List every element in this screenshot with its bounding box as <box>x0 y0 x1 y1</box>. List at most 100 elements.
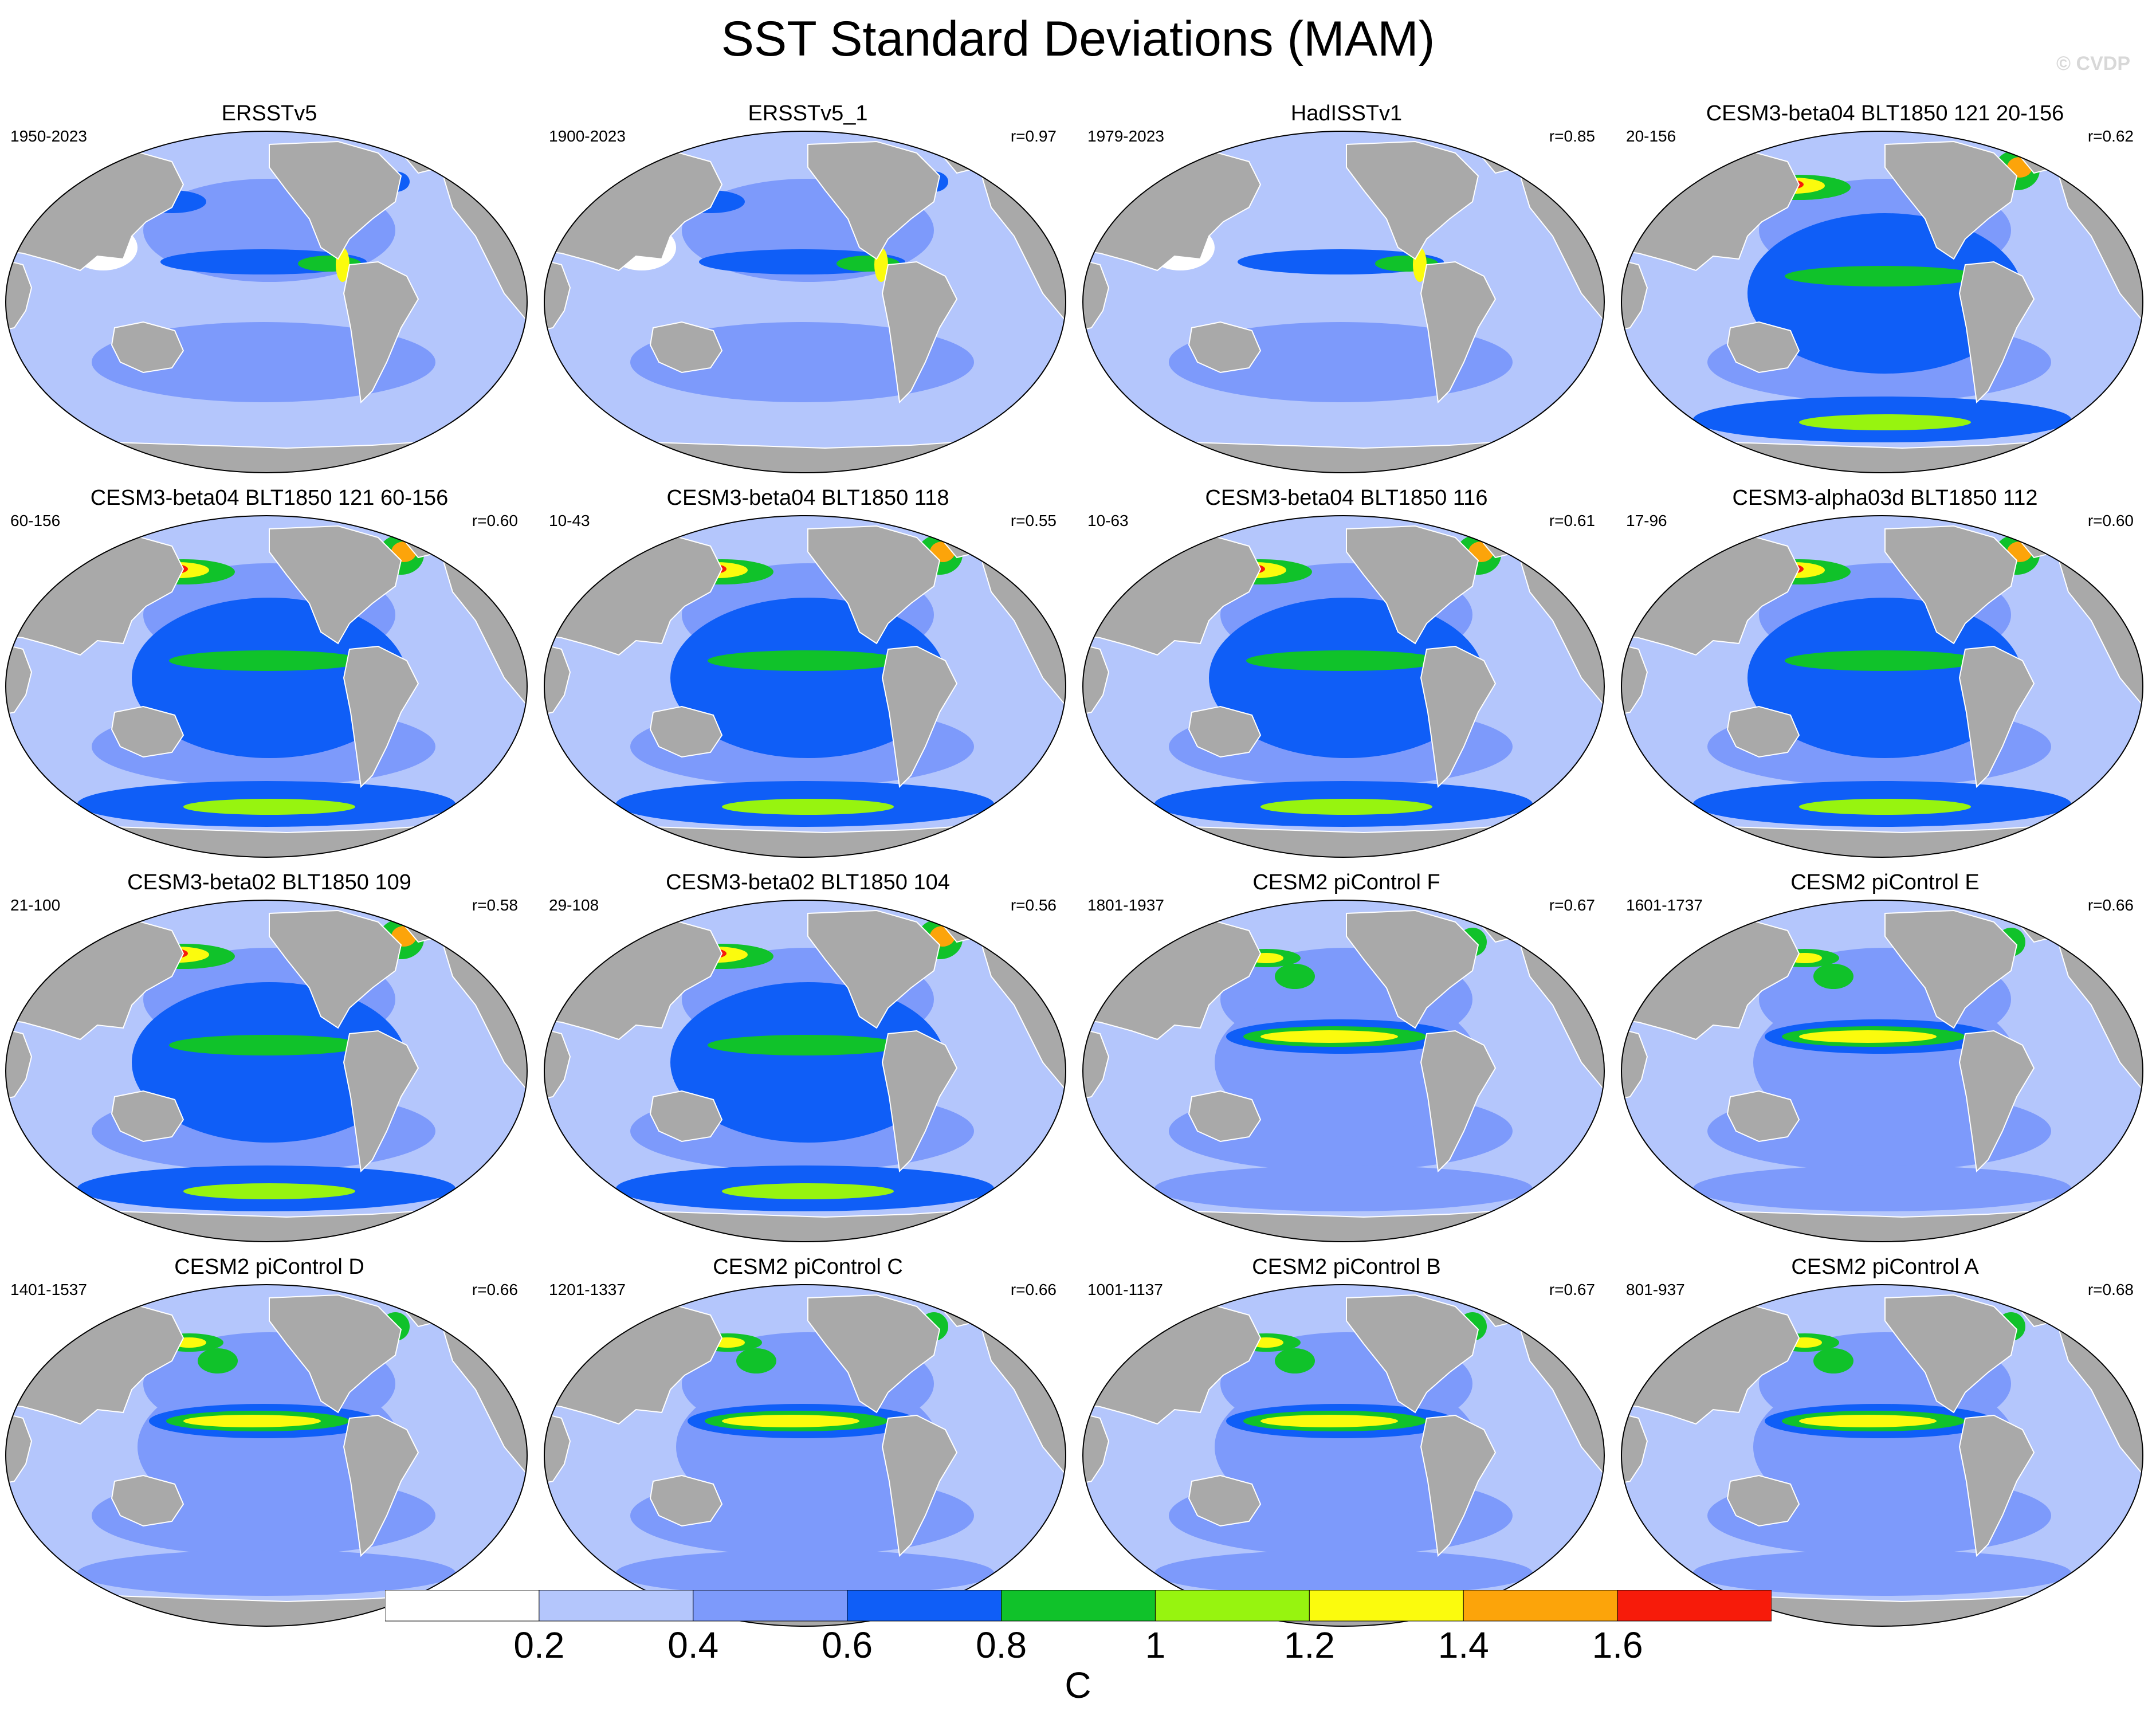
south-america-landmass <box>343 645 419 788</box>
panel-years: 1979-2023 <box>1087 127 1164 145</box>
panel-title: CESM3-beta04 BLT1850 116 <box>1205 486 1488 510</box>
south-america-landmass <box>1420 1414 1497 1557</box>
north-america-landmass <box>269 525 402 645</box>
map-panel: CESM3-alpha03d BLT1850 112 17-96 r=0.60 <box>1616 485 2154 869</box>
australia-landmass <box>111 1090 184 1143</box>
southern-ocean-band <box>1154 1550 1533 1596</box>
sst-stddev-map <box>1082 1284 1605 1627</box>
equatorial-pacific-band <box>169 1035 364 1055</box>
pattern-correlation: r=0.60 <box>2087 512 2134 529</box>
southern-ocean-peak <box>1799 799 1971 815</box>
map-panel: CESM2 piControl B 1001-1137 r=0.67 <box>1077 1254 1616 1638</box>
south-america-landmass <box>881 1030 958 1173</box>
south-america-landmass <box>1420 1030 1497 1173</box>
australia-landmass <box>1726 1474 1800 1527</box>
panel-years: 1601-1737 <box>1626 896 1703 914</box>
panel-years: 17-96 <box>1626 512 1667 529</box>
southern-ocean-band <box>77 1550 455 1596</box>
sst-stddev-map <box>1082 131 1605 473</box>
southern-ocean-peak <box>183 799 355 815</box>
equatorial-pacific-band <box>169 650 364 671</box>
panel-title: CESM3-beta02 BLT1850 109 <box>127 870 411 894</box>
panel-title: CESM3-beta04 BLT1850 121 20-156 <box>1706 101 2064 125</box>
sst-stddev-map <box>544 515 1066 858</box>
watermark: © CVDP <box>2056 53 2130 74</box>
enso-core-yellow <box>1799 1415 1937 1427</box>
south-america-landmass <box>343 1414 419 1557</box>
panel-years: 60-156 <box>10 512 61 529</box>
sst-stddev-map <box>1621 900 2143 1242</box>
map-field <box>1621 131 2143 473</box>
map-panel: CESM3-beta04 BLT1850 121 60-156 60-156 r=0… <box>0 485 539 869</box>
sst-stddev-map <box>5 515 528 858</box>
north-america-landmass <box>1884 140 2018 260</box>
map-panel: ERSSTv5 1950-2023 <box>0 101 539 485</box>
equatorial-pacific-band <box>708 1035 902 1055</box>
panel-years: 10-43 <box>549 512 590 529</box>
panel-title: CESM3-beta04 BLT1850 121 60-156 <box>90 486 449 510</box>
colorbar-segment <box>1463 1590 1618 1622</box>
map-border <box>1621 1284 2143 1627</box>
southern-ocean-peak <box>1260 799 1432 815</box>
colorbar-tick-label: 0.4 <box>667 1624 719 1666</box>
panel-title: CESM2 piControl E <box>1790 870 1980 894</box>
enso-core-yellow <box>183 1415 321 1427</box>
pattern-correlation: r=0.68 <box>2087 1281 2134 1298</box>
south-america-landmass <box>881 645 958 788</box>
equatorial-pacific-band <box>1785 266 1980 287</box>
sst-stddev-map <box>544 131 1066 473</box>
colorbar-segment <box>847 1590 1002 1622</box>
north-america-landmass <box>269 140 402 260</box>
sst-stddev-map <box>544 1284 1066 1627</box>
panel-title: ERSSTv5 <box>221 101 317 125</box>
panel-years: 21-100 <box>10 896 61 914</box>
colorbar-segment <box>1309 1590 1464 1622</box>
australia-landmass <box>1188 321 1262 374</box>
map-border <box>5 131 528 473</box>
panel-years: 1001-1137 <box>1087 1281 1163 1298</box>
colorbar-tick-label: 1.4 <box>1438 1624 1489 1666</box>
map-panel: CESM2 piControl F 1801-1937 r=0.67 <box>1077 870 1616 1254</box>
enso-core-yellow <box>722 1415 859 1427</box>
south-america-landmass <box>881 1414 958 1557</box>
north-america-landmass <box>1346 909 1479 1029</box>
southern-ocean-band <box>1693 1550 2071 1596</box>
southern-ocean-band <box>616 1550 994 1596</box>
map-panel: CESM2 piControl A 801-937 r=0.68 <box>1616 1254 2154 1638</box>
sst-stddev-map <box>5 1284 528 1627</box>
sst-stddev-map <box>544 900 1066 1242</box>
australia-landmass <box>649 321 723 374</box>
colorbar-tick-label: 0.8 <box>976 1624 1027 1666</box>
sst-stddev-map <box>1621 515 2143 858</box>
map-border <box>1621 900 2143 1242</box>
australia-landmass <box>1726 321 1800 374</box>
south-america-landmass <box>343 261 419 404</box>
sst-stddev-map <box>5 131 528 473</box>
enso-core-yellow <box>1260 1030 1398 1043</box>
panel-title: CESM2 piControl B <box>1252 1255 1441 1279</box>
south-america-landmass <box>881 261 958 404</box>
south-america-landmass <box>1958 261 2035 404</box>
map-panel: CESM2 piControl E 1601-1737 r=0.66 <box>1616 870 2154 1254</box>
sst-stddev-map <box>1621 1284 2143 1627</box>
south-america-landmass <box>1958 1030 2035 1173</box>
map-border <box>5 1284 528 1627</box>
panel-title: CESM3-beta04 BLT1850 118 <box>666 486 949 510</box>
north-pacific-ring <box>736 1348 776 1373</box>
south-america-landmass <box>1958 645 2035 788</box>
colorbar-units: C <box>1065 1665 1091 1706</box>
north-america-landmass <box>1346 140 1479 260</box>
panel-years: 1401-1537 <box>10 1281 87 1298</box>
australia-landmass <box>1188 1090 1262 1143</box>
south-america-landmass <box>1958 1414 2035 1557</box>
panel-years: 1900-2023 <box>549 127 626 145</box>
pattern-correlation: r=0.60 <box>472 512 518 529</box>
north-america-landmass <box>1346 1294 1479 1414</box>
map-border <box>544 515 1066 858</box>
pattern-correlation: r=0.55 <box>1010 512 1057 529</box>
australia-landmass <box>111 705 184 758</box>
north-america-landmass <box>807 525 941 645</box>
map-field <box>1621 1285 2143 1626</box>
map-border <box>544 1284 1066 1627</box>
panel-title: HadISSTv1 <box>1290 101 1403 125</box>
